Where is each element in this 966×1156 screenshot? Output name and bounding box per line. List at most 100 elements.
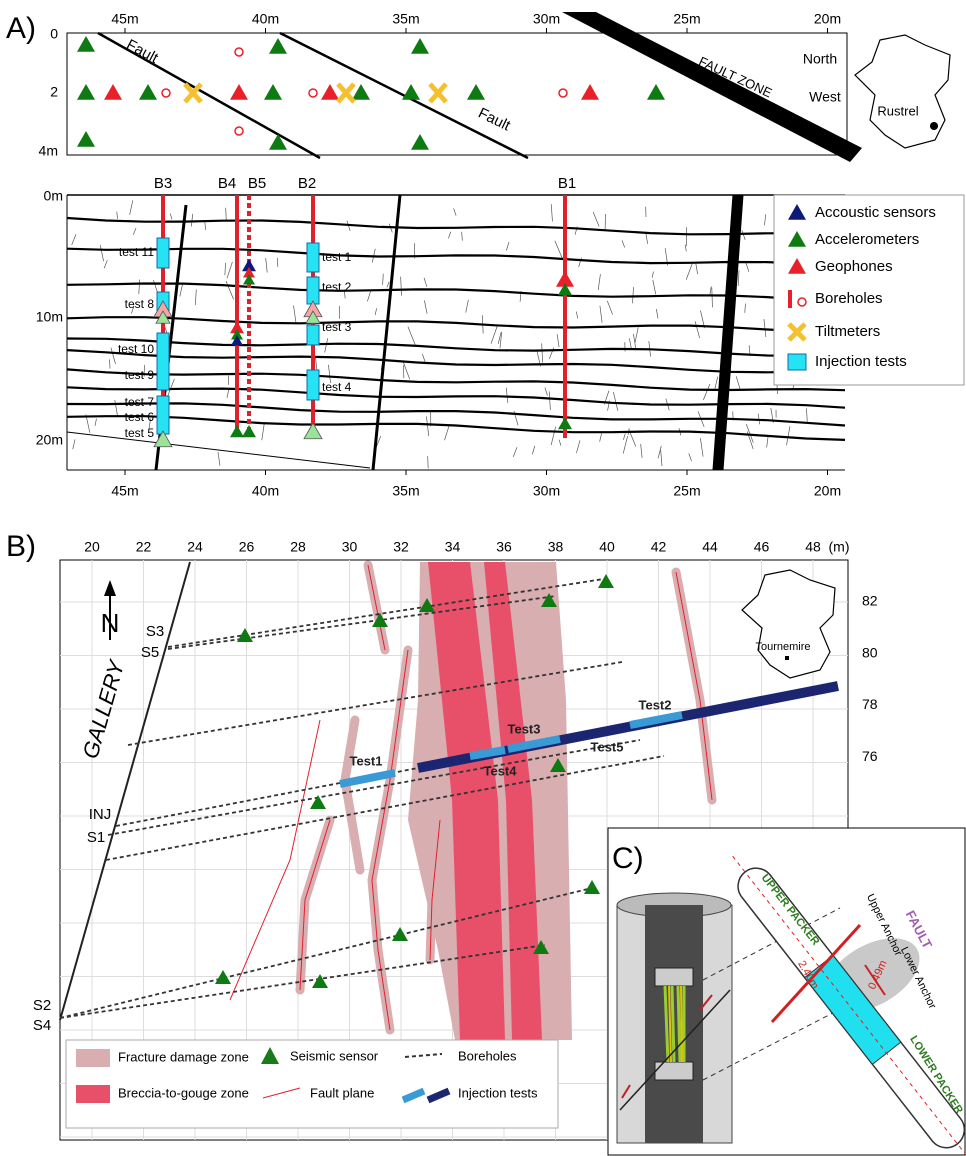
crack [763, 318, 767, 338]
sensor [392, 927, 408, 941]
sensor [77, 84, 95, 100]
crack [735, 376, 741, 389]
x-unit: (m) [829, 539, 850, 555]
test-label: test 8 [125, 297, 155, 311]
north-arrow-head [104, 580, 116, 596]
crack [103, 260, 108, 269]
borehole [59, 944, 546, 1019]
test-label: test 4 [322, 380, 352, 394]
crack [550, 204, 553, 222]
crack [694, 321, 700, 339]
crack [592, 211, 600, 227]
sensor [647, 84, 665, 100]
x-axis-label: 30m [533, 483, 560, 499]
panel-c: C) UPPER PACKER LOWER PACKER Upper Ancho… [607, 827, 966, 1156]
sensor [321, 84, 339, 100]
crack [558, 439, 562, 446]
borehole-mark [234, 47, 244, 57]
crack [129, 200, 134, 215]
fault-label: Fault [476, 105, 514, 135]
x-axis-label: 45m [111, 483, 138, 499]
cables [668, 985, 683, 1063]
france-map [741, 569, 836, 679]
crack [685, 262, 694, 280]
gallery-wall [59, 561, 191, 1021]
sensor [541, 593, 557, 607]
sensor [598, 574, 614, 588]
breccia-zone [484, 562, 542, 1040]
test-label: test 2 [322, 280, 352, 294]
fault-plane [429, 819, 441, 961]
crack [324, 338, 329, 353]
injection-test [629, 711, 683, 729]
injection-test [306, 369, 320, 401]
crack [786, 426, 791, 446]
crack [490, 324, 498, 344]
layer-boundary [66, 402, 846, 427]
x-axis-label: 42 [651, 539, 667, 555]
crack [497, 332, 502, 344]
crack [444, 425, 450, 441]
crack [148, 418, 151, 429]
injection-test [306, 324, 320, 346]
legend-label: Injection tests [458, 1085, 538, 1100]
sensor [153, 430, 173, 448]
tiltmeter [336, 82, 356, 104]
borehole [107, 739, 641, 836]
panel-label: C) [612, 842, 644, 875]
fault-plane [367, 564, 386, 651]
legend-label: Injection tests [815, 353, 907, 370]
top-map-frame [66, 32, 848, 156]
borehole-label: S3 [146, 623, 164, 640]
crack [465, 299, 469, 313]
test-label: Test5 [591, 739, 624, 754]
crack [164, 327, 168, 334]
layer-boundary [66, 316, 846, 333]
test-label: Test3 [508, 721, 541, 736]
legend-label: Geophones [815, 258, 893, 275]
borehole-mark [161, 88, 171, 98]
borehole-label: S2 [33, 997, 51, 1014]
legend-box [773, 194, 965, 386]
sensor [581, 84, 599, 100]
crack [261, 422, 265, 441]
crack [599, 433, 602, 442]
crack [576, 440, 581, 454]
crack [745, 423, 754, 443]
crack [550, 426, 556, 446]
sensor [303, 422, 323, 440]
crack [179, 283, 183, 297]
sensor [310, 795, 326, 809]
test-label: test 7 [125, 395, 155, 409]
depth-label: 0m [44, 188, 63, 204]
crack [531, 445, 536, 455]
crack [657, 445, 662, 459]
sensor [467, 84, 485, 100]
x-axis-label: 24 [187, 539, 203, 555]
depth-label: 10m [36, 309, 63, 325]
injection-test [156, 332, 170, 391]
fault-zone [562, 12, 862, 162]
crack [634, 327, 639, 343]
legend-swatch [401, 1087, 426, 1104]
crack [688, 453, 692, 462]
layers [66, 216, 846, 469]
crack [265, 257, 268, 273]
sensor [242, 425, 256, 438]
injection-test [306, 276, 320, 305]
crack [293, 305, 297, 323]
crack [700, 437, 704, 457]
y-axis-label: 78 [862, 696, 878, 712]
legend-label: Boreholes [458, 1048, 517, 1063]
sensor [237, 628, 253, 642]
crack [217, 451, 221, 466]
sensor [269, 134, 287, 150]
crack [622, 435, 628, 454]
crack [72, 439, 76, 450]
legend-label: Seismic sensor [290, 1048, 379, 1063]
depth-label: 20m [36, 432, 63, 448]
sensor [550, 758, 566, 772]
legend-label: Fault plane [310, 1085, 374, 1100]
sensor [139, 84, 157, 100]
